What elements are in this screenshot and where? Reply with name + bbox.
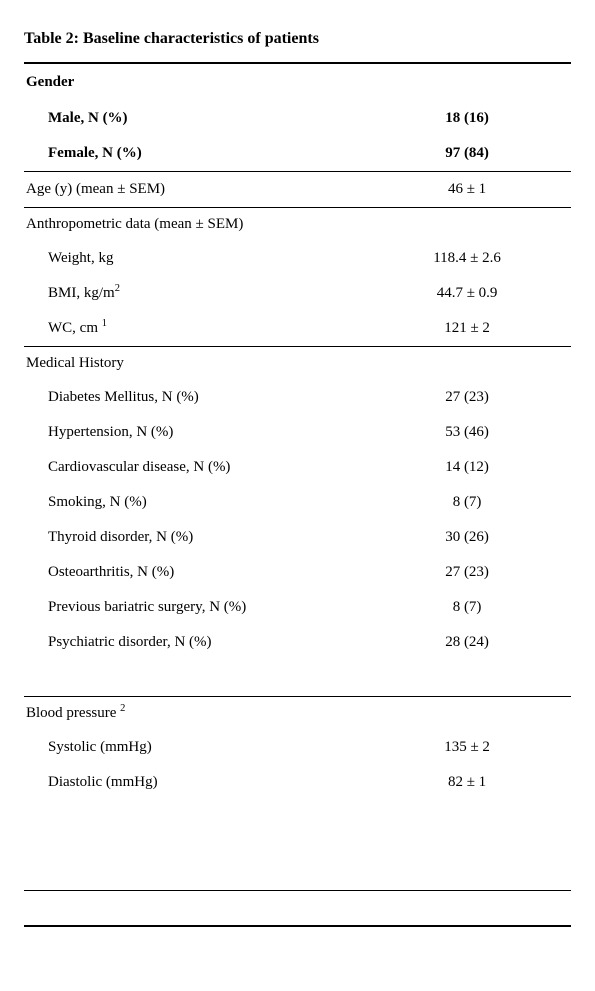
htn-label: Hypertension, N (%) [24, 415, 363, 450]
smoking-label: Smoking, N (%) [24, 485, 363, 520]
bmi-value: 44.7 ± 0.9 [363, 276, 571, 311]
thyroid-value: 30 (26) [363, 520, 571, 555]
wc-value: 121 ± 2 [363, 311, 571, 347]
systolic-label: Systolic (mmHg) [24, 730, 363, 765]
bariatric-label: Previous bariatric surgery, N (%) [24, 590, 363, 625]
diastolic-label: Diastolic (mmHg) [24, 765, 363, 800]
cvd-value: 14 (12) [363, 450, 571, 485]
characteristics-table: Gender Male, N (%) 18 (16) Female, N (%)… [24, 62, 571, 927]
anthro-header: Anthropometric data (mean ± SEM) [24, 208, 363, 241]
systolic-value: 135 ± 2 [363, 730, 571, 765]
gender-header: Gender [24, 64, 363, 101]
diabetes-value: 27 (23) [363, 380, 571, 415]
weight-value: 118.4 ± 2.6 [363, 241, 571, 276]
oa-value: 27 (23) [363, 555, 571, 590]
psych-label: Psychiatric disorder, N (%) [24, 625, 363, 660]
thyroid-label: Thyroid disorder, N (%) [24, 520, 363, 555]
weight-label: Weight, kg [24, 241, 363, 276]
wc-label: WC, cm 1 [24, 311, 363, 347]
female-label: Female, N (%) [24, 136, 363, 172]
male-label: Male, N (%) [24, 101, 363, 136]
medhist-header: Medical History [24, 347, 363, 380]
table-title: Table 2: Baseline characteristics of pat… [24, 30, 571, 48]
female-value: 97 (84) [363, 136, 571, 172]
htn-value: 53 (46) [363, 415, 571, 450]
age-label: Age (y) (mean ± SEM) [24, 172, 363, 208]
cvd-label: Cardiovascular disease, N (%) [24, 450, 363, 485]
bariatric-value: 8 (7) [363, 590, 571, 625]
psych-value: 28 (24) [363, 625, 571, 660]
bmi-label: BMI, kg/m2 [24, 276, 363, 311]
bp-header: Blood pressure 2 [24, 697, 363, 730]
page: Table 2: Baseline characteristics of pat… [0, 0, 595, 991]
diabetes-label: Diabetes Mellitus, N (%) [24, 380, 363, 415]
diastolic-value: 82 ± 1 [363, 765, 571, 800]
male-value: 18 (16) [363, 101, 571, 136]
smoking-value: 8 (7) [363, 485, 571, 520]
age-value: 46 ± 1 [363, 172, 571, 208]
oa-label: Osteoarthritis, N (%) [24, 555, 363, 590]
